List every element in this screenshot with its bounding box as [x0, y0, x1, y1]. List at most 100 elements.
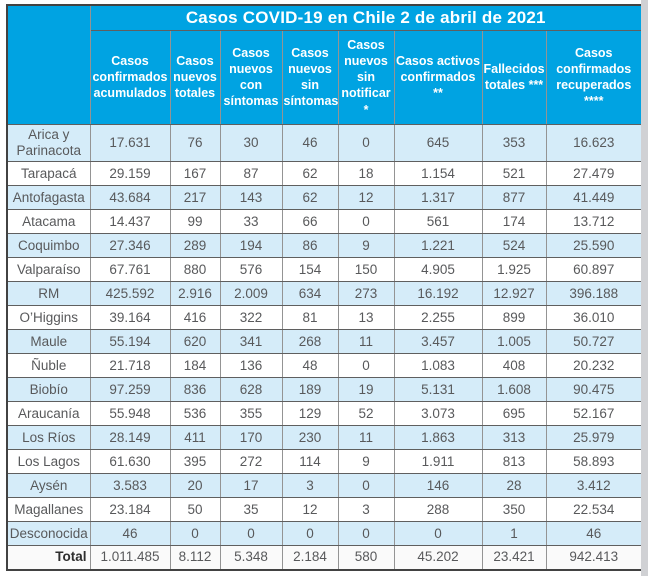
- scrollbar-track[interactable]: [641, 0, 648, 576]
- total-label-cell: Total: [6, 545, 91, 571]
- value-cell: 25.979: [545, 425, 643, 451]
- region-name-cell: Biobío: [6, 377, 91, 403]
- value-cell: 76: [169, 123, 221, 163]
- table-row: RM 425.592 2.916 2.009 634 273 16.192 12.927 396…: [6, 281, 643, 307]
- value-cell: 9: [337, 449, 395, 475]
- value-cell: 62: [281, 185, 339, 211]
- region-name-cell: Los Lagos: [6, 449, 91, 475]
- value-cell: 5.131: [393, 377, 483, 403]
- value-cell: 27.346: [89, 233, 171, 259]
- value-cell: 408: [481, 353, 547, 379]
- region-name-cell: Los Ríos: [6, 425, 91, 451]
- value-cell: 43.684: [89, 185, 171, 211]
- title-row: Casos COVID-19 en Chile 2 de abril de 20…: [6, 4, 643, 125]
- value-cell: 14.437: [89, 209, 171, 235]
- value-cell: 16.192: [393, 281, 483, 307]
- value-cell: 3.457: [393, 329, 483, 355]
- value-cell: 33: [219, 209, 283, 235]
- value-cell: 61.630: [89, 449, 171, 475]
- value-cell: 81: [281, 305, 339, 331]
- value-cell: 3.073: [393, 401, 483, 427]
- table-row: Los Ríos 28.149 411 170 230 11 1.863 313 25.979: [6, 425, 643, 451]
- table-title: Casos COVID-19 en Chile 2 de abril de 20…: [89, 4, 643, 31]
- value-cell: 1.154: [393, 161, 483, 187]
- region-name-cell: Valparaíso: [6, 257, 91, 283]
- column-header-confirmados-acumulados: Casos confirmados acumulados: [89, 29, 171, 125]
- value-cell: 0: [337, 209, 395, 235]
- value-cell: 355: [219, 401, 283, 427]
- value-cell: 268: [281, 329, 339, 355]
- value-cell: 272: [219, 449, 283, 475]
- value-cell: 19: [337, 377, 395, 403]
- value-cell: 55.194: [89, 329, 171, 355]
- value-cell: 90.475: [545, 377, 643, 403]
- value-cell: 273: [337, 281, 395, 307]
- value-cell: 628: [219, 377, 283, 403]
- value-cell: 1.011.485: [89, 545, 171, 571]
- value-cell: 23.184: [89, 497, 171, 523]
- value-cell: 27.479: [545, 161, 643, 187]
- column-header-nuevos-sin-notificar: Casos nuevos sin notificar *: [337, 29, 395, 125]
- value-cell: 576: [219, 257, 283, 283]
- value-cell: 350: [481, 497, 547, 523]
- table-row: Tarapacá 29.159 167 87 62 18 1.154 521 27.479: [6, 161, 643, 187]
- table-row: Magallanes 23.184 50 35 12 3 288 350 22.534: [6, 497, 643, 523]
- value-cell: 416: [169, 305, 221, 331]
- value-cell: 0: [337, 473, 395, 499]
- value-cell: 0: [169, 521, 221, 547]
- value-cell: 1.221: [393, 233, 483, 259]
- value-cell: 129: [281, 401, 339, 427]
- value-cell: 1.911: [393, 449, 483, 475]
- value-cell: 395: [169, 449, 221, 475]
- value-cell: 3: [281, 473, 339, 499]
- value-cell: 836: [169, 377, 221, 403]
- value-cell: 313: [481, 425, 547, 451]
- region-name-cell: Antofagasta: [6, 185, 91, 211]
- value-cell: 230: [281, 425, 339, 451]
- column-header-nuevos-con-sintomas: Casos nuevos con síntomas: [219, 29, 283, 125]
- value-cell: 20.232: [545, 353, 643, 379]
- value-cell: 46: [89, 521, 171, 547]
- table-header: Casos COVID-19 en Chile 2 de abril de 20…: [6, 4, 643, 125]
- value-cell: 136: [219, 353, 283, 379]
- column-header-activos-confirmados: Casos activos confirmados **: [393, 29, 483, 125]
- value-cell: 0: [337, 123, 395, 163]
- value-cell: 695: [481, 401, 547, 427]
- value-cell: 11: [337, 329, 395, 355]
- value-cell: 0: [337, 521, 395, 547]
- value-cell: 52: [337, 401, 395, 427]
- value-cell: 45.202: [393, 545, 483, 571]
- value-cell: 2.184: [281, 545, 339, 571]
- value-cell: 217: [169, 185, 221, 211]
- table-body: Arica y Parinacota 17.631 76 30 46 0 645 353 16.…: [6, 123, 643, 571]
- value-cell: 396.188: [545, 281, 643, 307]
- value-cell: 28.149: [89, 425, 171, 451]
- value-cell: 150: [337, 257, 395, 283]
- value-cell: 67.761: [89, 257, 171, 283]
- value-cell: 8.112: [169, 545, 221, 571]
- value-cell: 1.608: [481, 377, 547, 403]
- table-row: Antofagasta 43.684 217 143 62 12 1.317 877 41.44…: [6, 185, 643, 211]
- table-row: Ñuble 21.718 184 136 48 0 1.083 408 20.232: [6, 353, 643, 379]
- value-cell: 62: [281, 161, 339, 187]
- value-cell: 52.167: [545, 401, 643, 427]
- value-cell: 194: [219, 233, 283, 259]
- value-cell: 0: [281, 521, 339, 547]
- value-cell: 174: [481, 209, 547, 235]
- value-cell: 23.421: [481, 545, 547, 571]
- region-name-cell: Magallanes: [6, 497, 91, 523]
- total-row: Total 1.011.485 8.112 5.348 2.184 580 45.202 23…: [6, 545, 643, 571]
- value-cell: 167: [169, 161, 221, 187]
- value-cell: 20: [169, 473, 221, 499]
- value-cell: 425.592: [89, 281, 171, 307]
- value-cell: 13: [337, 305, 395, 331]
- value-cell: 4.905: [393, 257, 483, 283]
- value-cell: 3.412: [545, 473, 643, 499]
- value-cell: 524: [481, 233, 547, 259]
- value-cell: 1.005: [481, 329, 547, 355]
- value-cell: 561: [393, 209, 483, 235]
- value-cell: 289: [169, 233, 221, 259]
- value-cell: 18: [337, 161, 395, 187]
- value-cell: 521: [481, 161, 547, 187]
